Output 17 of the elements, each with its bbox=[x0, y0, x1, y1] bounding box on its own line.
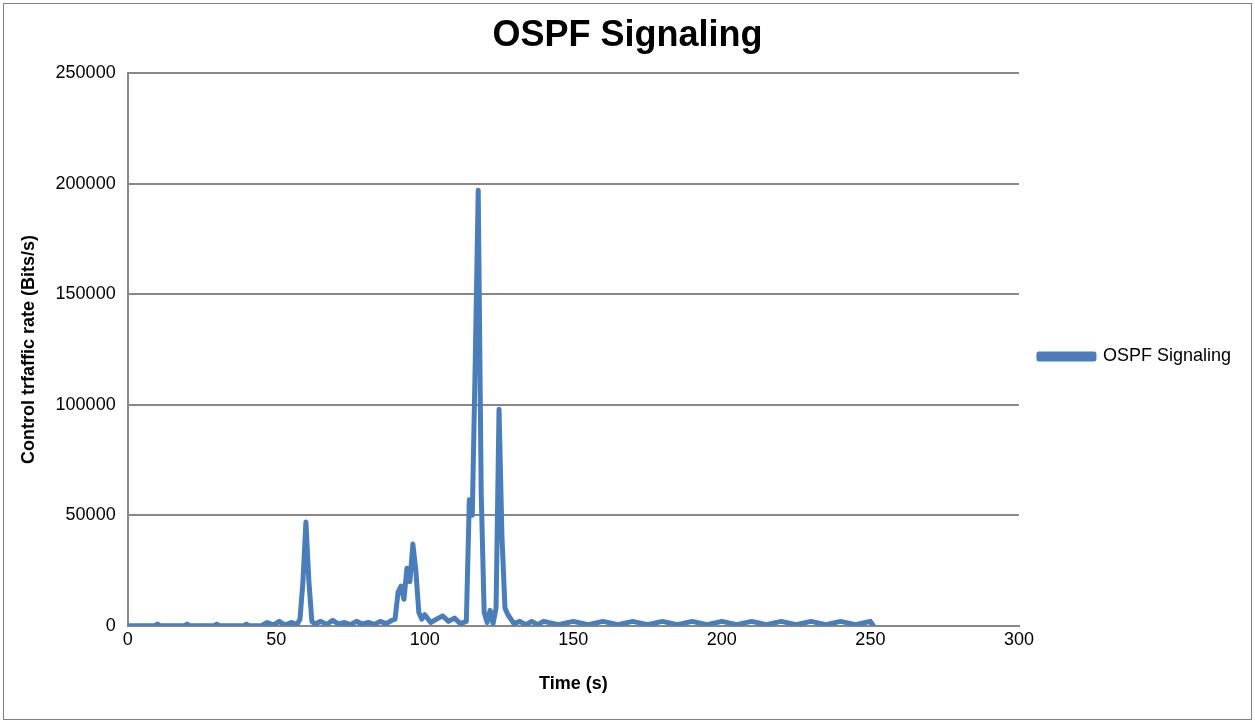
x-tick-label: 250 bbox=[855, 628, 886, 649]
chart-title: OSPF Signaling bbox=[492, 12, 763, 54]
y-tick-label: 0 bbox=[105, 614, 116, 635]
x-tick-label: 0 bbox=[122, 628, 133, 649]
x-tick-label: 200 bbox=[706, 628, 737, 649]
x-axis-title: Time (s) bbox=[538, 673, 608, 694]
y-tick-label: 150000 bbox=[55, 283, 116, 304]
y-tick-label: 100000 bbox=[55, 393, 116, 414]
y-axis-title: Control trfaffic rate (Bits/s) bbox=[17, 234, 38, 465]
x-tick-label: 100 bbox=[409, 628, 440, 649]
x-tick-label: 50 bbox=[266, 628, 287, 649]
y-tick-label: 250000 bbox=[55, 62, 116, 83]
x-tick-label: 300 bbox=[1003, 628, 1034, 649]
y-tick-label: 50000 bbox=[65, 504, 116, 525]
x-tick-label: 150 bbox=[558, 628, 589, 649]
legend-label: OSPF Signaling bbox=[1102, 345, 1232, 366]
y-tick-label: 200000 bbox=[55, 172, 116, 193]
